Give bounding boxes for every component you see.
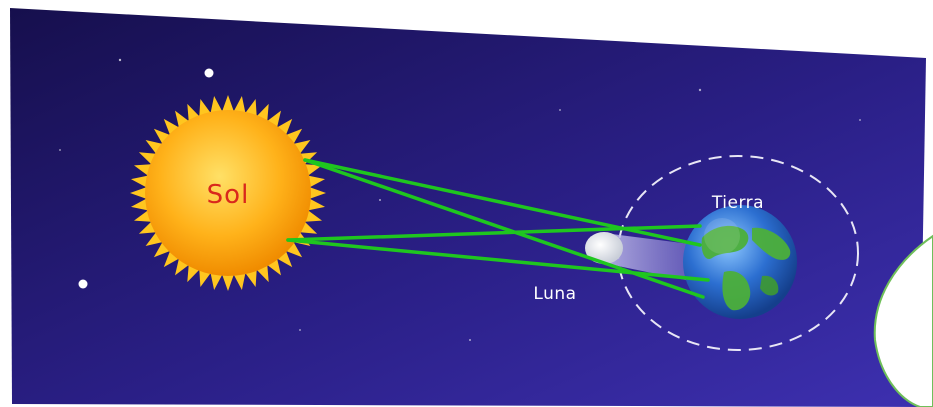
star xyxy=(698,88,702,92)
star xyxy=(204,68,214,78)
light-ray xyxy=(303,158,702,247)
light-ray xyxy=(286,238,710,282)
light-rays xyxy=(286,158,710,299)
earth-land xyxy=(722,270,751,311)
star xyxy=(78,279,88,289)
light-ray xyxy=(286,224,702,242)
star xyxy=(469,339,471,341)
earth-highlight xyxy=(704,218,740,254)
star xyxy=(379,199,381,201)
stars xyxy=(59,58,861,341)
earth-land xyxy=(760,275,779,296)
sun-label: Sol xyxy=(207,180,250,210)
star xyxy=(59,149,61,151)
earth-globe-icon xyxy=(683,205,797,319)
moon-label: Luna xyxy=(533,284,576,304)
star xyxy=(118,58,122,62)
callout-shape xyxy=(873,234,933,407)
earth-land xyxy=(701,225,749,260)
star xyxy=(559,109,561,111)
sun-body xyxy=(145,110,311,276)
callout-bubble xyxy=(873,234,933,407)
sun-icon xyxy=(130,95,326,291)
moon-body xyxy=(585,232,623,264)
earth-label: Tierra xyxy=(711,193,764,213)
star xyxy=(299,329,301,331)
earth-land xyxy=(752,227,791,260)
moon-shadow-cone xyxy=(604,233,690,281)
star xyxy=(859,119,861,121)
moon-icon xyxy=(585,232,623,264)
